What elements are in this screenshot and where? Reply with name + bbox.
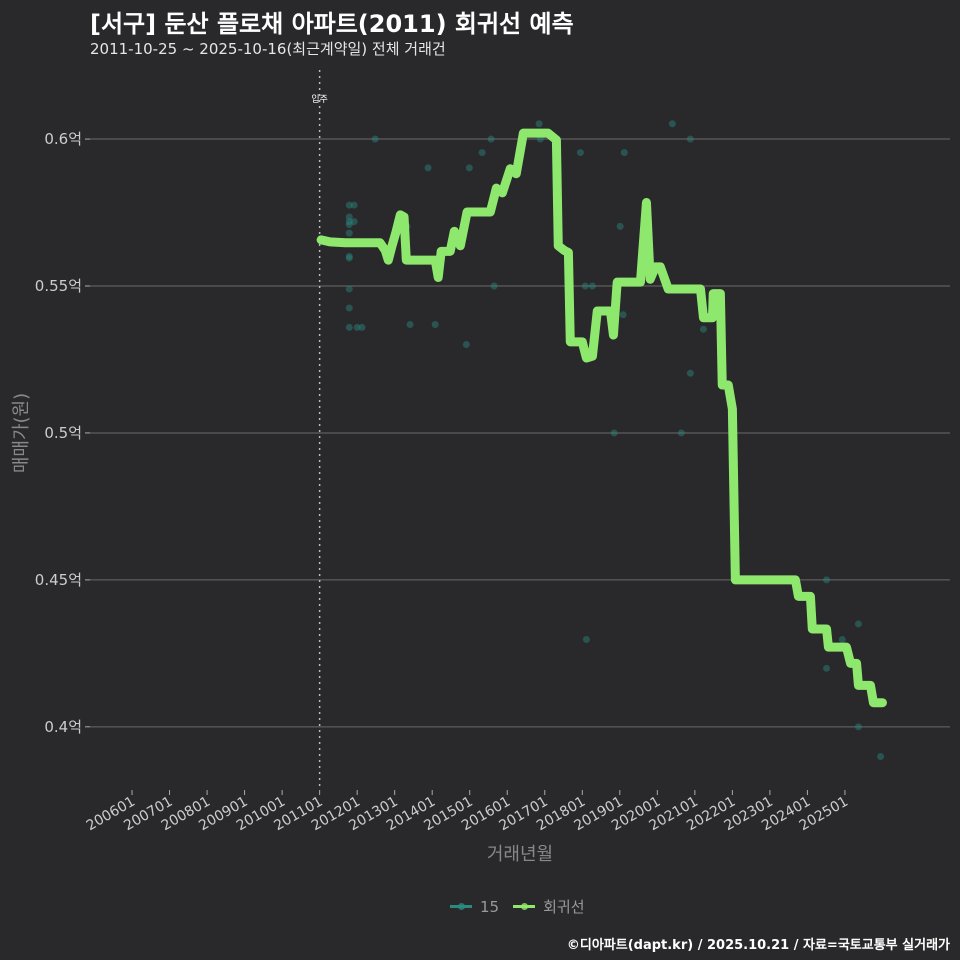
scatter-point [371, 135, 379, 143]
scatter-point [345, 304, 353, 312]
scatter-point [345, 285, 353, 293]
chart-title: [서구] 둔산 플로채 아파트(2011) 회귀선 예측 [90, 10, 574, 38]
scatter-point [620, 149, 628, 157]
scatter-point [576, 149, 584, 157]
legend-item-15[interactable]: 15 [450, 898, 499, 916]
scatter-point [350, 201, 358, 209]
scatter-point [535, 120, 543, 128]
scatter-point [345, 221, 353, 229]
y-tick-label: 0.5억 [44, 424, 82, 442]
scatter-point [588, 282, 596, 290]
scatter-point [345, 252, 353, 260]
scatter-point [431, 320, 439, 328]
y-tick-label: 0.4억 [44, 718, 82, 736]
scatter-point [668, 120, 676, 128]
scatter-point [686, 135, 694, 143]
y-axis-label: 매매가(원) [11, 392, 32, 474]
scatter-point [619, 311, 627, 319]
scatter-point [581, 282, 589, 290]
scatter-point [838, 636, 846, 644]
scatter-point [424, 164, 432, 172]
scatter-point [490, 282, 498, 290]
scatter-point [350, 218, 358, 226]
move-in-label: 입주 [311, 93, 328, 105]
scatter-point [854, 723, 862, 731]
y-tick-label: 0.55억 [35, 277, 82, 295]
scatter-point [345, 201, 353, 209]
regression-line [316, 128, 887, 708]
scatter-point [877, 752, 885, 760]
legend-scatter-icon [450, 903, 472, 910]
y-tick-label: 0.6억 [44, 130, 82, 148]
scatter-point [345, 218, 353, 226]
scatter-point [686, 369, 694, 377]
x-axis-label: 거래년월 [486, 844, 554, 865]
legend: 15 회귀선 [450, 896, 591, 917]
scatter-point [345, 229, 353, 237]
scatter-point [462, 340, 470, 348]
scatter-point [487, 135, 495, 143]
legend-label: 회귀선 [543, 898, 585, 916]
chart-subtitle: 2011-10-25 ~ 2025-10-16(최근계약일) 전체 거래건 [90, 40, 446, 58]
scatter-point [406, 320, 414, 328]
footer-credit: ©디아파트(dapt.kr) / 2025.10.21 / 자료=국토교통부 실… [566, 938, 950, 953]
y-tick-label: 0.45억 [35, 571, 82, 589]
scatter-point [616, 222, 624, 230]
scatter-point [358, 323, 366, 331]
legend-item-regression[interactable]: 회귀선 [513, 896, 585, 917]
scatter-point [854, 620, 862, 628]
scatter-point [345, 213, 353, 221]
scatter-point [345, 323, 353, 331]
scatter-point [582, 636, 590, 644]
scatter-point [610, 429, 618, 437]
scatter-point [345, 254, 353, 262]
legend-label: 15 [480, 897, 500, 916]
scatter-point [699, 325, 707, 333]
scatter-point [823, 664, 831, 672]
scatter-point [677, 429, 685, 437]
legend-line-icon [513, 903, 536, 910]
scatter-point [478, 149, 486, 157]
scatter-point [353, 323, 361, 331]
scatter-point [465, 164, 473, 172]
scatter-point [823, 576, 831, 584]
